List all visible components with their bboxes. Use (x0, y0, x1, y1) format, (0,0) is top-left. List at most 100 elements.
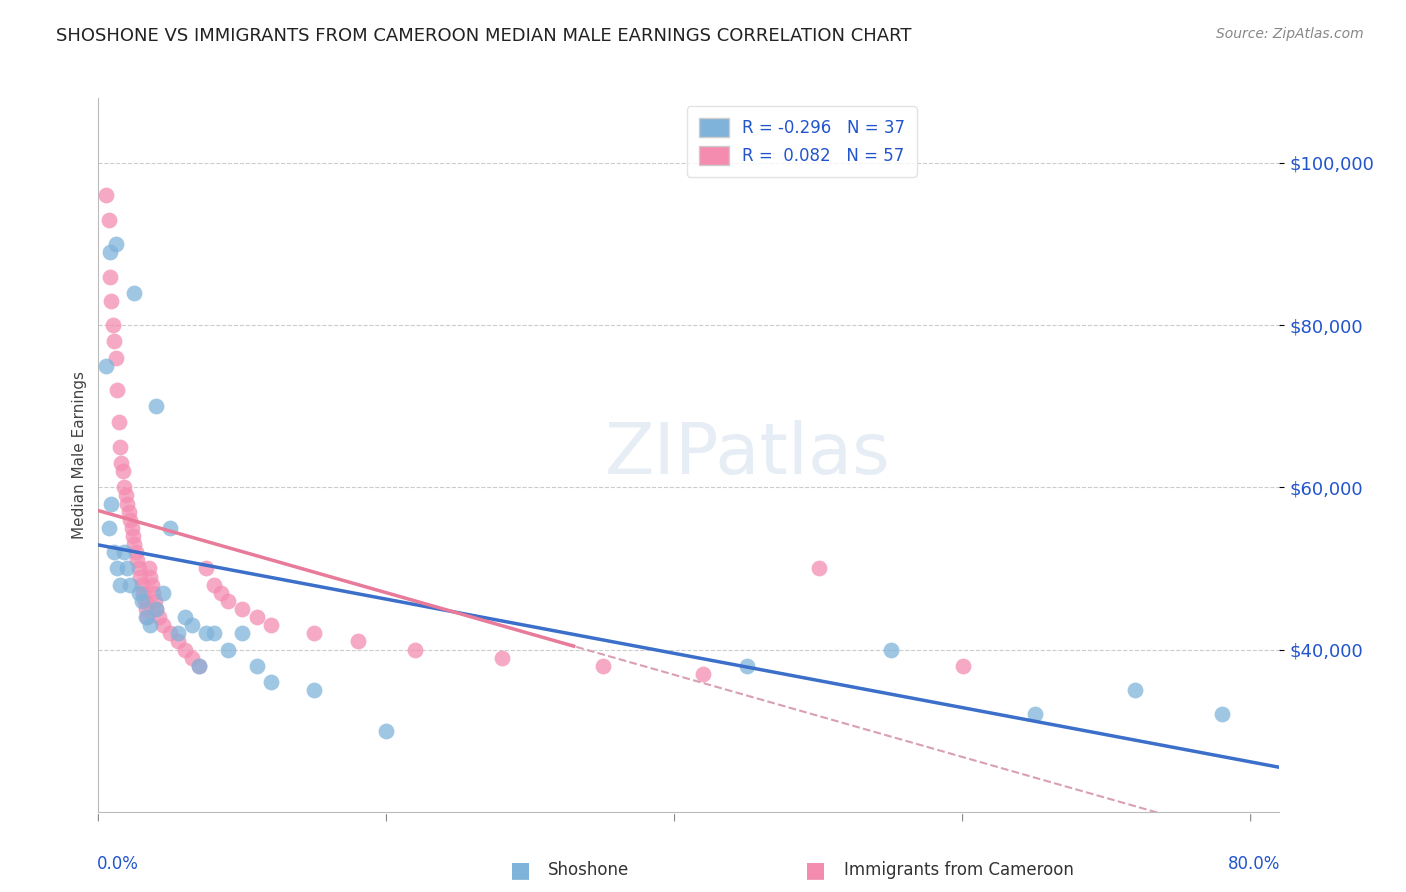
Point (122, 529, 145, 543)
Point (209, 586, 232, 600)
Point (127, 553, 149, 567)
Point (120, 513, 142, 527)
Point (952, 658, 974, 673)
Point (304, 626, 326, 640)
Text: 80.0%: 80.0% (1229, 855, 1281, 872)
Point (104, 351, 127, 365)
Point (115, 561, 138, 575)
Point (195, 626, 218, 640)
Point (131, 594, 153, 608)
Point (404, 642, 426, 657)
Point (101, 318, 124, 333)
Point (246, 658, 269, 673)
Point (98, 245, 121, 260)
Point (592, 658, 614, 673)
Point (260, 618, 283, 632)
Point (132, 586, 155, 600)
Point (166, 626, 188, 640)
Point (202, 577, 225, 591)
Point (100, 497, 122, 511)
Point (375, 723, 398, 738)
Point (104, 237, 127, 252)
Text: ■: ■ (510, 860, 530, 880)
Point (121, 521, 143, 535)
Text: Source: ZipAtlas.com: Source: ZipAtlas.com (1216, 27, 1364, 41)
Point (124, 285, 146, 300)
Text: SHOSHONE VS IMMIGRANTS FROM CAMEROON MEDIAN MALE EARNINGS CORRELATION CHART: SHOSHONE VS IMMIGRANTS FROM CAMEROON MED… (56, 27, 911, 45)
Point (143, 594, 166, 608)
Legend: R = -0.296   N = 37, R =  0.082   N = 57: R = -0.296 N = 37, R = 0.082 N = 57 (688, 106, 917, 177)
Point (110, 456, 132, 470)
Point (135, 610, 157, 624)
Point (105, 561, 128, 575)
Point (692, 666, 714, 681)
Point (173, 642, 195, 657)
Point (124, 537, 146, 551)
Point (1024, 707, 1046, 722)
Point (879, 642, 901, 657)
Point (114, 488, 136, 502)
Point (145, 602, 167, 616)
Point (100, 293, 122, 308)
Point (129, 569, 152, 583)
Point (807, 561, 830, 575)
Point (231, 602, 253, 616)
Point (120, 577, 142, 591)
Point (188, 658, 211, 673)
Point (136, 610, 159, 624)
Point (188, 658, 211, 673)
Point (195, 561, 218, 575)
Point (103, 545, 125, 559)
Y-axis label: Median Male Earnings: Median Male Earnings (72, 371, 87, 539)
Text: 0.0%: 0.0% (97, 855, 139, 872)
Point (166, 634, 188, 648)
Point (131, 577, 153, 591)
Point (173, 610, 195, 624)
Point (217, 594, 239, 608)
Text: Shoshone: Shoshone (548, 861, 630, 879)
Point (107, 416, 129, 430)
Point (735, 658, 758, 673)
Point (142, 586, 165, 600)
Point (491, 650, 513, 665)
Point (134, 594, 156, 608)
Point (152, 586, 174, 600)
Point (105, 383, 128, 397)
Point (181, 650, 204, 665)
Point (97, 521, 120, 535)
Point (135, 602, 157, 616)
Text: ZIPatlas: ZIPatlas (605, 420, 891, 490)
Point (103, 334, 125, 349)
Point (94, 359, 117, 373)
Point (141, 577, 163, 591)
Point (112, 545, 135, 559)
Point (94, 188, 117, 202)
Point (98, 269, 121, 284)
Point (108, 577, 131, 591)
Point (145, 602, 167, 616)
Point (1211, 707, 1233, 722)
Point (145, 399, 167, 413)
Point (112, 480, 135, 494)
Point (1125, 683, 1147, 698)
Point (148, 610, 170, 624)
Point (304, 683, 326, 698)
Point (125, 545, 148, 559)
Point (159, 521, 181, 535)
Point (111, 464, 134, 478)
Point (128, 586, 150, 600)
Point (159, 626, 181, 640)
Point (139, 618, 162, 632)
Point (138, 561, 160, 575)
Point (217, 642, 239, 657)
Point (152, 618, 174, 632)
Point (97, 212, 120, 227)
Point (346, 634, 368, 648)
Point (108, 440, 131, 454)
Text: ■: ■ (806, 860, 825, 880)
Point (128, 561, 150, 575)
Point (118, 505, 141, 519)
Point (115, 497, 138, 511)
Point (202, 626, 225, 640)
Point (181, 618, 204, 632)
